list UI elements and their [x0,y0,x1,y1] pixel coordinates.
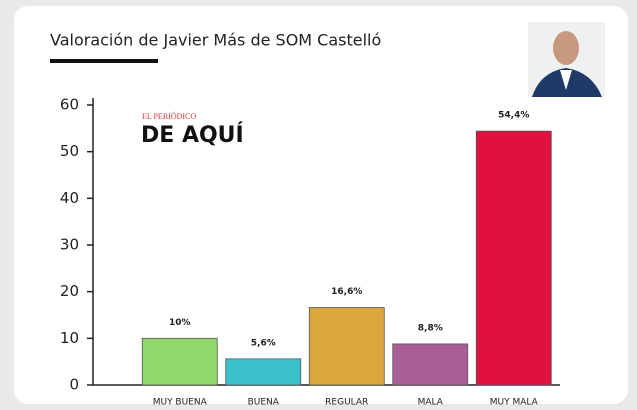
logo-main: DE AQUÍ [141,122,244,148]
bar [141,337,218,386]
value-label: 16,6% [331,287,362,297]
chart-title: Valoración de Javier Más de SOM Castelló [50,31,381,50]
logo-box [137,108,261,150]
bar [308,307,385,386]
value-label: 54,4% [498,111,529,121]
logo-small: EL PERIÓDICO [142,111,196,121]
y-tick-label: 50 [60,142,79,160]
card [14,6,628,404]
x-tick-label: MUY BUENA [153,398,208,408]
title-underline [50,59,158,63]
value-label: 5,6% [251,338,276,348]
x-tick-label: REGULAR [325,398,368,408]
y-tick-label: 10 [60,329,79,347]
y-tick-label: 20 [60,282,79,300]
value-label: 10% [169,318,191,328]
bar [475,130,552,386]
y-tick-label: 30 [60,236,79,254]
value-label: 8,8% [418,323,443,333]
bar [225,358,302,386]
x-tick-label: MALA [418,398,444,408]
y-tick-label: 40 [60,189,79,207]
x-tick-label: MUY MALA [490,398,539,408]
x-tick-label: BUENA [248,398,280,408]
photo [528,22,605,97]
y-tick-label: 0 [69,376,79,394]
y-tick-label: 60 [60,96,79,114]
bar [392,343,469,386]
